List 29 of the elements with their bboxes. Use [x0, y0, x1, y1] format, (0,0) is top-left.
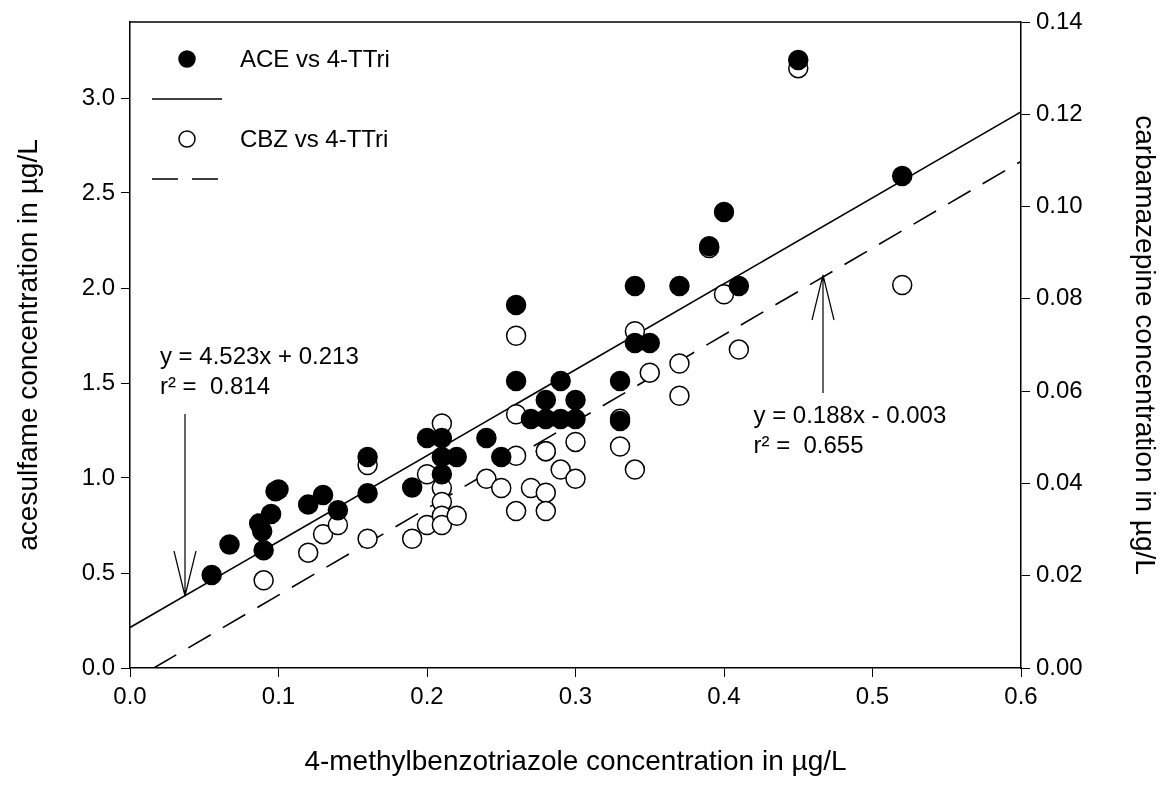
x-tick-label: 0.1 [261, 682, 296, 710]
y-tick-label: 3.0 [81, 82, 115, 110]
x-axis-title: 4-methylbenzotriazole concentration in µg/L [304, 744, 847, 776]
y2-tick-label: 0.12 [1036, 98, 1083, 126]
x-tick-label: 0.5 [855, 682, 890, 710]
y-tick-label: 1.5 [81, 367, 115, 395]
y-axis-title: acesulfame concentration in µg/L [11, 139, 43, 551]
y-tick-label: 1.0 [81, 462, 115, 490]
legend-label: CBZ vs 4-TTri [240, 124, 389, 154]
x-tick-label: 0.0 [113, 682, 147, 710]
x-tick-label: 0.2 [410, 682, 444, 710]
y2-tick-label: 0.06 [1036, 375, 1083, 403]
y2-tick-label: 0.04 [1036, 468, 1083, 496]
y2-tick-label: 0.02 [1036, 560, 1083, 588]
y2-axis-title: carbamazepine concentration in µg/L [1130, 115, 1162, 575]
y2-tick-label: 0.10 [1036, 191, 1083, 219]
y-tick-label: 0.0 [81, 652, 115, 680]
y2-tick-label: 0.00 [1036, 652, 1083, 680]
x-tick-label: 0.3 [558, 682, 593, 710]
x-tick-label: 0.6 [1004, 682, 1038, 710]
annotation: y = 0.188x - 0.003 r² = 0.655 [753, 401, 947, 459]
y2-tick-label: 0.08 [1036, 283, 1083, 311]
legend-label: ACE vs 4-TTri [240, 44, 390, 74]
y-tick-label: 2.5 [81, 177, 115, 205]
x-tick-label: 0.4 [707, 682, 741, 710]
y2-tick-label: 0.14 [1036, 6, 1083, 34]
y-tick-label: 0.5 [81, 557, 115, 585]
y-tick-label: 2.0 [81, 272, 115, 300]
annotation: y = 4.523x + 0.213 r² = 0.814 [159, 342, 359, 400]
